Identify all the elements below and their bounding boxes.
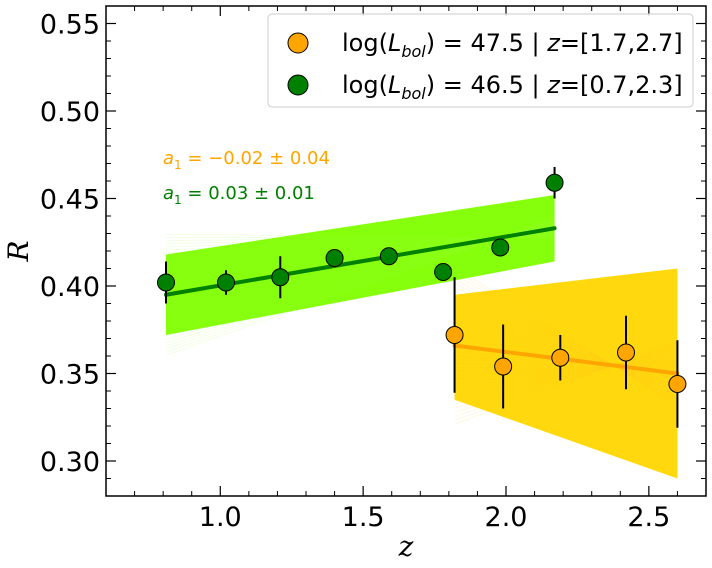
legend: log(Lbol) = 47.5 | z=[1.7,2.7] log(Lbol)… — [267, 13, 694, 108]
legend-entry-green: log(Lbol) = 46.5 | z=[0.7,2.3] — [342, 71, 683, 103]
band-realization-line — [454, 344, 678, 417]
band-realization-line — [454, 294, 678, 395]
band-realization-line — [454, 363, 678, 367]
band-realization-line — [454, 270, 678, 404]
band-realization-line — [454, 354, 678, 393]
band-realization-line — [454, 349, 678, 405]
band-realization-line — [454, 360, 678, 377]
band-realization-line — [454, 266, 678, 406]
band-realization-line — [454, 364, 678, 369]
y-tick-label: 0.35 — [40, 360, 100, 391]
band-realization-line — [454, 298, 678, 393]
data-point — [217, 273, 235, 292]
band-realization-line — [454, 343, 678, 421]
data-point — [445, 326, 464, 344]
tick-labels: 1.0 1.5 2.0 2.5 0.30 0.35 0.40 0.45 0.50 0.55 — [40, 10, 670, 534]
band-realization-line — [454, 306, 678, 390]
y-tick-label: 0.30 — [40, 447, 100, 478]
data-point — [157, 273, 175, 292]
annotation-slope-orange: a1 = −0.02 ± 0.04 — [163, 148, 330, 172]
y-tick-label: 0.55 — [40, 10, 100, 41]
data-point — [379, 247, 398, 266]
x-tick-label: 2.0 — [485, 502, 528, 533]
annotation-slope-green: a1 = 0.03 ± 0.01 — [163, 183, 315, 207]
axes — [105, 5, 707, 497]
legend-box — [267, 13, 694, 108]
legend-marker-green — [287, 74, 309, 96]
fit-uncertainty-bands — [165, 195, 678, 479]
data-point — [617, 343, 635, 362]
data-point — [325, 249, 344, 267]
legend-entry-orange: log(Lbol) = 47.5 | z=[1.7,2.7] — [342, 29, 683, 61]
y-tick-label: 0.40 — [40, 272, 100, 303]
band-realization-line — [454, 290, 678, 396]
band-realization-line — [454, 274, 678, 403]
band-realization-line — [454, 286, 678, 398]
band-realization-line — [454, 310, 678, 388]
band-core-0 — [454, 268, 678, 479]
data-point — [491, 238, 510, 257]
x-tick-label: 2.5 — [627, 502, 670, 533]
band-realization-line — [454, 347, 678, 409]
band-realization-line — [454, 278, 678, 401]
x-axis-label: z — [398, 530, 414, 563]
y-tick-label: 0.50 — [40, 97, 100, 128]
legend-marker-orange — [287, 32, 309, 54]
x-tick-label: 1.0 — [199, 502, 242, 533]
band-realization-line — [454, 359, 678, 381]
band-realization-line — [454, 356, 678, 389]
band-realization-line — [454, 351, 678, 401]
x-tick-label: 1.5 — [342, 502, 385, 533]
y-tick-label: 0.45 — [40, 185, 100, 216]
band-realization-line — [454, 282, 678, 399]
data-point — [434, 263, 453, 281]
band-realization-line — [454, 346, 678, 413]
band-realization-line — [454, 352, 678, 397]
band-realization-line — [454, 302, 678, 391]
data-point — [668, 375, 687, 393]
band-realization-line — [454, 357, 678, 385]
band-core-1 — [166, 195, 555, 335]
band-realization-line — [454, 362, 678, 373]
band-realization-line — [454, 341, 678, 425]
data-point — [551, 348, 570, 367]
data-point — [545, 173, 564, 192]
data-point — [271, 268, 290, 287]
data-points — [157, 167, 687, 428]
band-realization-line — [454, 314, 678, 387]
y-axis-label: R — [2, 240, 35, 262]
data-point — [494, 357, 513, 376]
